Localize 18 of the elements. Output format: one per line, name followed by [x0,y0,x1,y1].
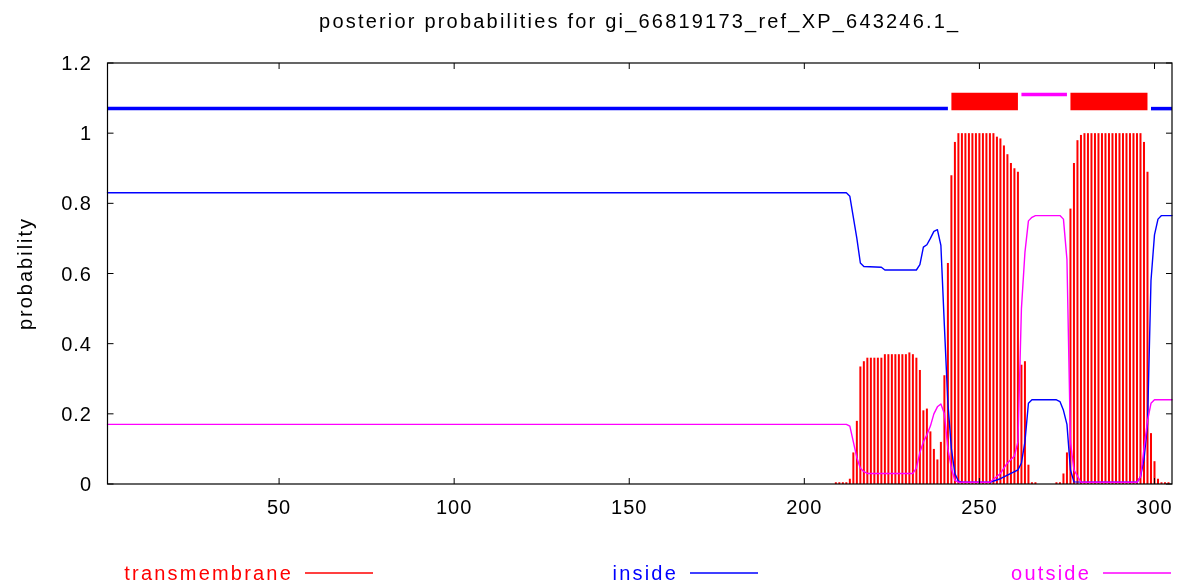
x-tick-label: 250 [961,496,998,518]
y-tick-label: 0 [79,473,92,495]
y-tick-label: 1.2 [61,52,92,74]
x-tick-label: 100 [435,496,473,518]
y-tick-label: 0.2 [61,402,92,425]
y-axis-title: probability [14,216,36,331]
y-tick-label: 0.6 [61,262,92,285]
legend-label: transmembrane [124,562,293,583]
x-tick-label: 200 [786,496,823,518]
x-tick-label: 150 [611,496,648,518]
legend-label: inside [612,562,678,583]
y-tick-label: 0.8 [61,192,92,215]
y-tick-label: 0.4 [61,332,92,355]
legend-label: outside [1011,562,1091,583]
x-tick-label: 300 [1136,496,1173,518]
x-tick-label: 50 [266,496,292,518]
y-tick-label: 1 [79,122,92,145]
chart-title: posterior probabilities for gi_66819173_ref_XP_643246.1_ [319,10,961,33]
